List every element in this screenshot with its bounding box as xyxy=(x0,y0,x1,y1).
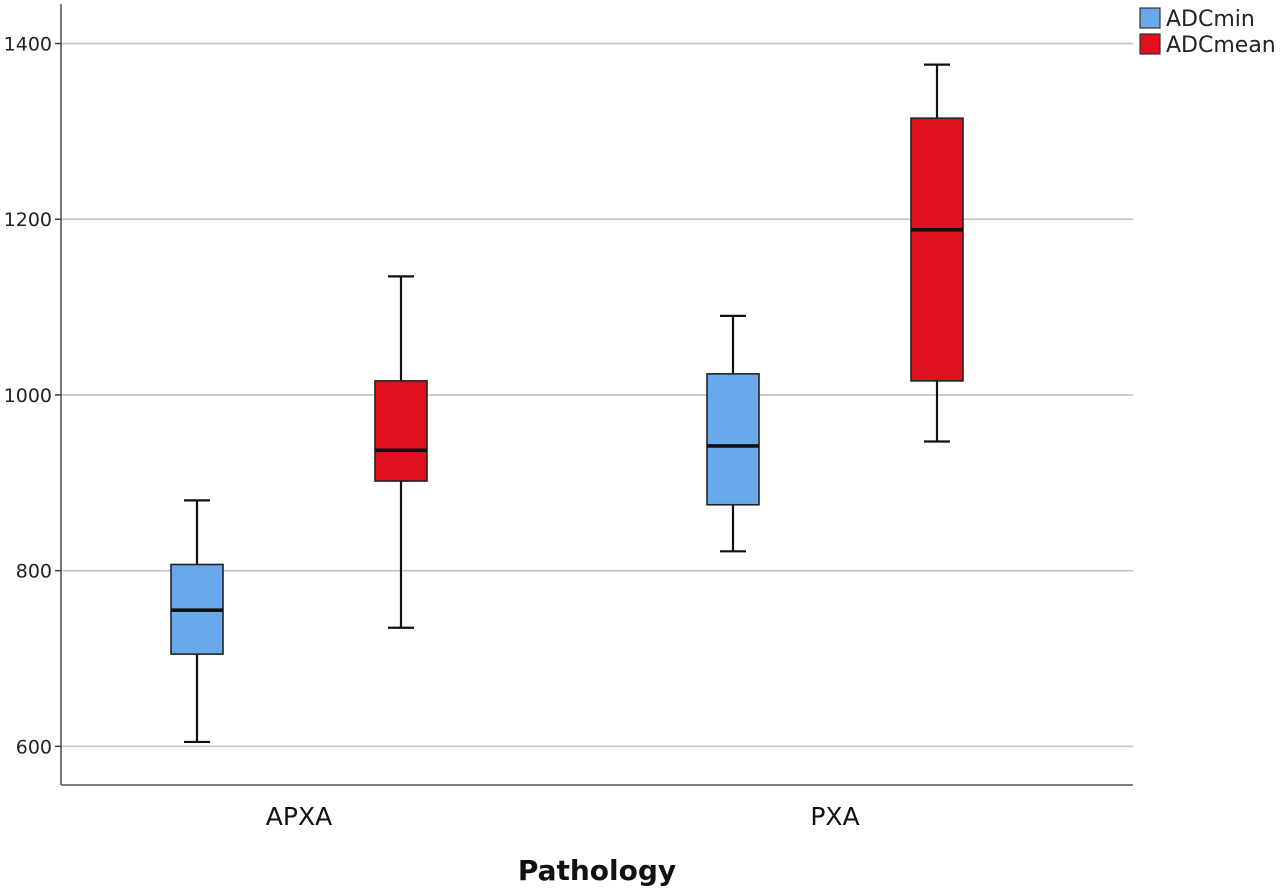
y-tick-label-1000: 1000 xyxy=(4,385,52,407)
box-adcmin-apxa xyxy=(170,499,224,744)
legend-swatch-adcmean xyxy=(1139,33,1161,55)
x-category-label: APXA xyxy=(266,802,332,831)
box-adcmean-pxa xyxy=(910,63,964,443)
iqr-box xyxy=(910,117,964,382)
x-axis-categories: APXA PXA xyxy=(266,802,860,831)
iqr-box xyxy=(706,373,760,506)
y-tick-label-1200: 1200 xyxy=(4,209,52,231)
legend-label-adcmean: ADCmean xyxy=(1166,33,1276,58)
y-tick-label-800: 800 xyxy=(16,561,52,583)
y-axis-ticks: 600 800 1000 1200 1400 xyxy=(4,34,61,758)
legend-swatch-adcmin xyxy=(1139,7,1161,29)
legend-label-adcmin: ADCmin xyxy=(1166,7,1255,32)
x-axis-label: Pathology xyxy=(518,854,676,887)
x-category-label: PXA xyxy=(810,802,859,831)
box-adcmean-apxa xyxy=(374,275,428,629)
box-adcmin-pxa xyxy=(706,314,760,553)
y-tick-label-1400: 1400 xyxy=(4,34,52,56)
y-tick-label-600: 600 xyxy=(16,736,52,758)
iqr-box xyxy=(374,380,428,482)
boxes xyxy=(170,63,964,744)
